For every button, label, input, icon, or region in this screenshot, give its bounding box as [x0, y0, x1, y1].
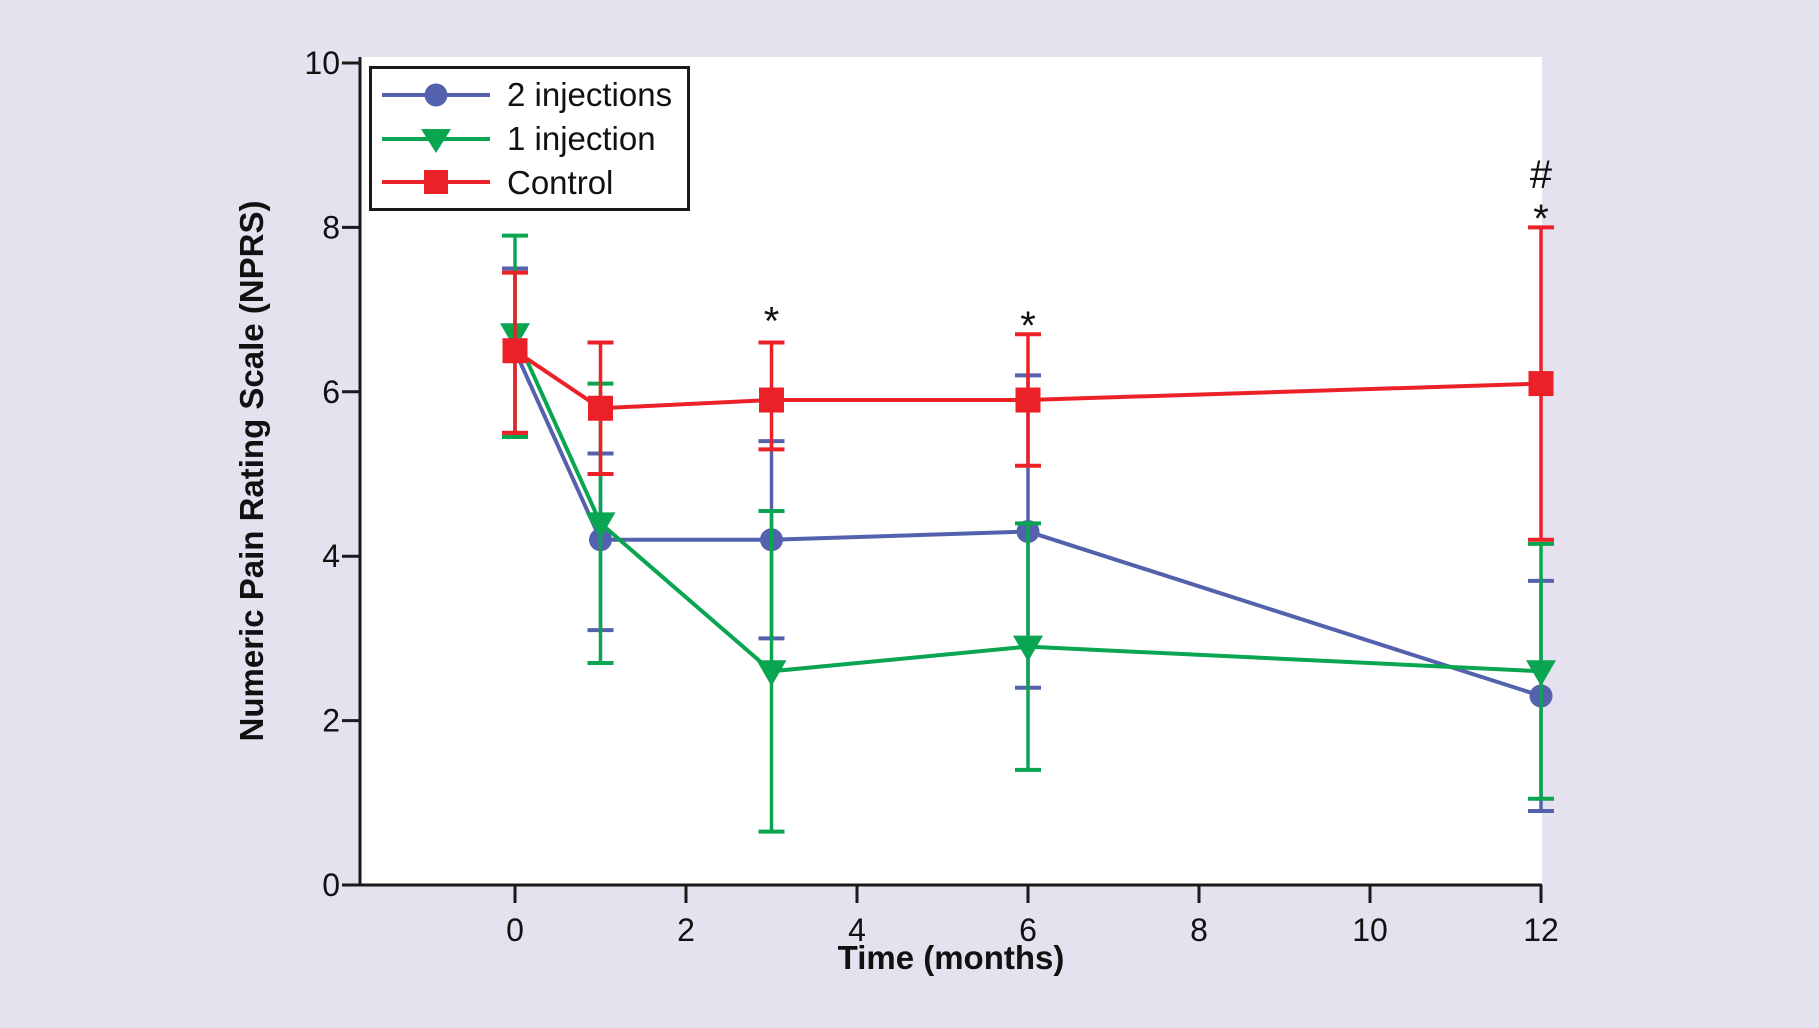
- legend-label-1-injection: 1 injection: [507, 120, 656, 157]
- data-point-triangle: [585, 512, 616, 539]
- y-axis-title: Numeric Pain Rating Scale (NPRS): [233, 200, 270, 742]
- axes-spines: [358, 57, 1542, 887]
- legend-sample-triangle: [421, 128, 451, 153]
- legend-square-marker-icon: [382, 170, 490, 195]
- y-tick-label: 0: [322, 867, 340, 903]
- y-tick-label: 2: [322, 703, 340, 739]
- legend-sample-square: [424, 170, 448, 195]
- data-point-triangle: [1013, 635, 1043, 662]
- y-tick-label: 4: [322, 538, 340, 574]
- series-control: [502, 225, 1554, 542]
- legend-triangle-marker-icon: [382, 128, 490, 153]
- legend-label-2-injections: 2 injections: [507, 76, 673, 114]
- significance-marker: #: [1530, 153, 1553, 197]
- x-tick-label: 6: [1019, 912, 1037, 948]
- data-point-triangle: [756, 660, 787, 687]
- x-tick-label: 12: [1523, 912, 1559, 948]
- data-point-square: [759, 387, 784, 413]
- significance-marker: *: [764, 300, 780, 344]
- data-point-square: [588, 395, 613, 421]
- significance-marker: *: [1020, 304, 1036, 348]
- significance-marker: *: [1533, 197, 1549, 241]
- data-point-square: [1528, 371, 1554, 397]
- y-tick-label: 10: [304, 45, 340, 81]
- legend-item-2-injections: 2 injections: [380, 73, 683, 117]
- significance-annotations: * *#*: [764, 153, 1553, 348]
- x-tick-label: 8: [1190, 912, 1208, 948]
- x-axis-title: Time (months): [837, 939, 1065, 976]
- data-point-triangle: [1526, 660, 1556, 687]
- axis-ticks: [342, 61, 1543, 903]
- x-tick-label: 0: [506, 912, 524, 948]
- x-tick-label: 4: [848, 912, 866, 948]
- axis-tick-labels: 0 2 4 6 8 10 12 0 2 4 6 8 10: [304, 45, 1558, 948]
- legend-circle-marker-icon: [382, 83, 490, 107]
- data-point-square: [502, 338, 528, 364]
- chart-legend: 2 injections 1 injection Control: [369, 66, 690, 211]
- y-tick-label: 6: [322, 374, 340, 410]
- x-tick-label: 2: [677, 912, 695, 948]
- data-point-square: [1015, 387, 1041, 413]
- legend-item-1-injection: 1 injection: [380, 117, 683, 161]
- x-tick-label: 10: [1352, 912, 1388, 948]
- legend-item-control: Control: [380, 160, 683, 204]
- legend-sample-circle: [424, 83, 448, 107]
- y-tick-label: 8: [322, 209, 340, 245]
- legend-label-control: Control: [507, 163, 614, 201]
